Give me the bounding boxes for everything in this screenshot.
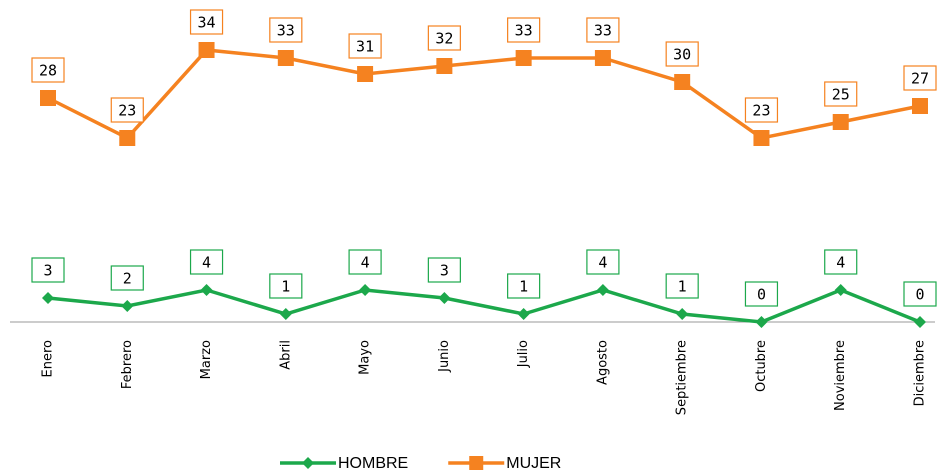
x-tick-label: Febrero <box>120 340 135 389</box>
marker <box>359 284 372 296</box>
data-label-box <box>903 65 937 91</box>
data-label: 32 <box>435 30 453 48</box>
data-label: 23 <box>752 102 770 120</box>
marker <box>596 284 609 296</box>
data-label-box <box>31 57 65 83</box>
x-tick-label: Agosto <box>595 340 610 385</box>
data-label-box <box>744 281 779 307</box>
marker <box>357 66 374 82</box>
marker <box>594 50 611 66</box>
x-tick-label: Julio <box>516 340 531 368</box>
x-tick-label: Noviembre <box>833 340 848 411</box>
data-label: 33 <box>515 22 533 40</box>
data-label-box <box>665 41 699 67</box>
legend-label: HOMBRE <box>338 455 408 472</box>
x-tick-label: Mayo <box>358 340 373 375</box>
marker <box>40 90 56 106</box>
legend-marker <box>302 457 314 469</box>
data-label: 3 <box>43 262 52 280</box>
data-label-box <box>586 17 620 43</box>
data-label: 1 <box>519 278 528 296</box>
marker <box>438 292 451 304</box>
marker <box>674 74 691 90</box>
marker <box>914 316 926 328</box>
data-label-box <box>189 249 224 275</box>
x-tick-label: Enero <box>41 340 56 378</box>
marker <box>676 308 689 320</box>
marker <box>121 300 134 312</box>
x-tick-label: Junio <box>437 340 452 373</box>
data-label-box <box>189 9 224 35</box>
marker <box>198 42 215 58</box>
data-label-box <box>348 249 382 275</box>
data-label: 4 <box>836 254 845 272</box>
data-label-box <box>269 273 303 299</box>
data-label: 4 <box>202 254 211 272</box>
data-label-box <box>269 17 303 43</box>
marker <box>912 98 928 114</box>
x-tick-label: Marzo <box>199 340 214 379</box>
marker <box>755 316 768 328</box>
data-label-box <box>824 249 858 275</box>
x-tick-label: Abril <box>278 340 293 370</box>
series-line <box>47 48 921 141</box>
data-label: 31 <box>356 38 374 56</box>
data-label-box <box>427 25 461 51</box>
data-label: 4 <box>361 254 370 272</box>
legend-label: MUJER <box>506 455 561 472</box>
data-label: 2 <box>123 270 132 288</box>
data-label-box <box>31 257 65 283</box>
data-label: 0 <box>915 286 924 304</box>
marker <box>277 50 294 66</box>
x-tick-label: Diciembre <box>913 340 928 406</box>
marker <box>832 114 849 130</box>
marker <box>753 130 770 146</box>
data-label-box <box>110 97 144 123</box>
marker <box>515 50 532 66</box>
data-label-box <box>110 265 144 291</box>
data-label-box <box>824 81 858 107</box>
marker <box>119 130 136 146</box>
data-label: 4 <box>598 254 607 272</box>
data-label: 28 <box>39 62 57 80</box>
data-label: 1 <box>281 278 290 296</box>
marker <box>834 284 847 296</box>
x-tick-label: Septiembre <box>675 340 690 415</box>
data-label: 34 <box>198 14 216 32</box>
x-tick-label: Octubre <box>754 340 769 392</box>
data-label: 27 <box>911 70 929 88</box>
data-label: 33 <box>277 22 295 40</box>
data-label: 1 <box>678 278 687 296</box>
marker <box>279 308 292 320</box>
data-label-box <box>744 97 779 123</box>
data-label: 33 <box>594 22 612 40</box>
marker <box>200 284 213 296</box>
data-label-box <box>903 281 937 307</box>
data-label-box <box>348 33 382 59</box>
data-label-box <box>665 273 699 299</box>
data-label: 0 <box>757 286 766 304</box>
data-label: 23 <box>118 102 136 120</box>
marker <box>42 292 54 304</box>
marker <box>517 308 530 320</box>
legend-marker <box>469 456 484 470</box>
data-label: 3 <box>440 262 449 280</box>
marker <box>436 58 453 74</box>
data-label-box <box>586 249 620 275</box>
data-label-box <box>507 273 541 299</box>
data-label-box <box>507 17 541 43</box>
data-label: 25 <box>832 86 850 104</box>
data-label-box <box>427 257 461 283</box>
series-line <box>47 288 921 324</box>
data-label: 30 <box>673 46 691 64</box>
